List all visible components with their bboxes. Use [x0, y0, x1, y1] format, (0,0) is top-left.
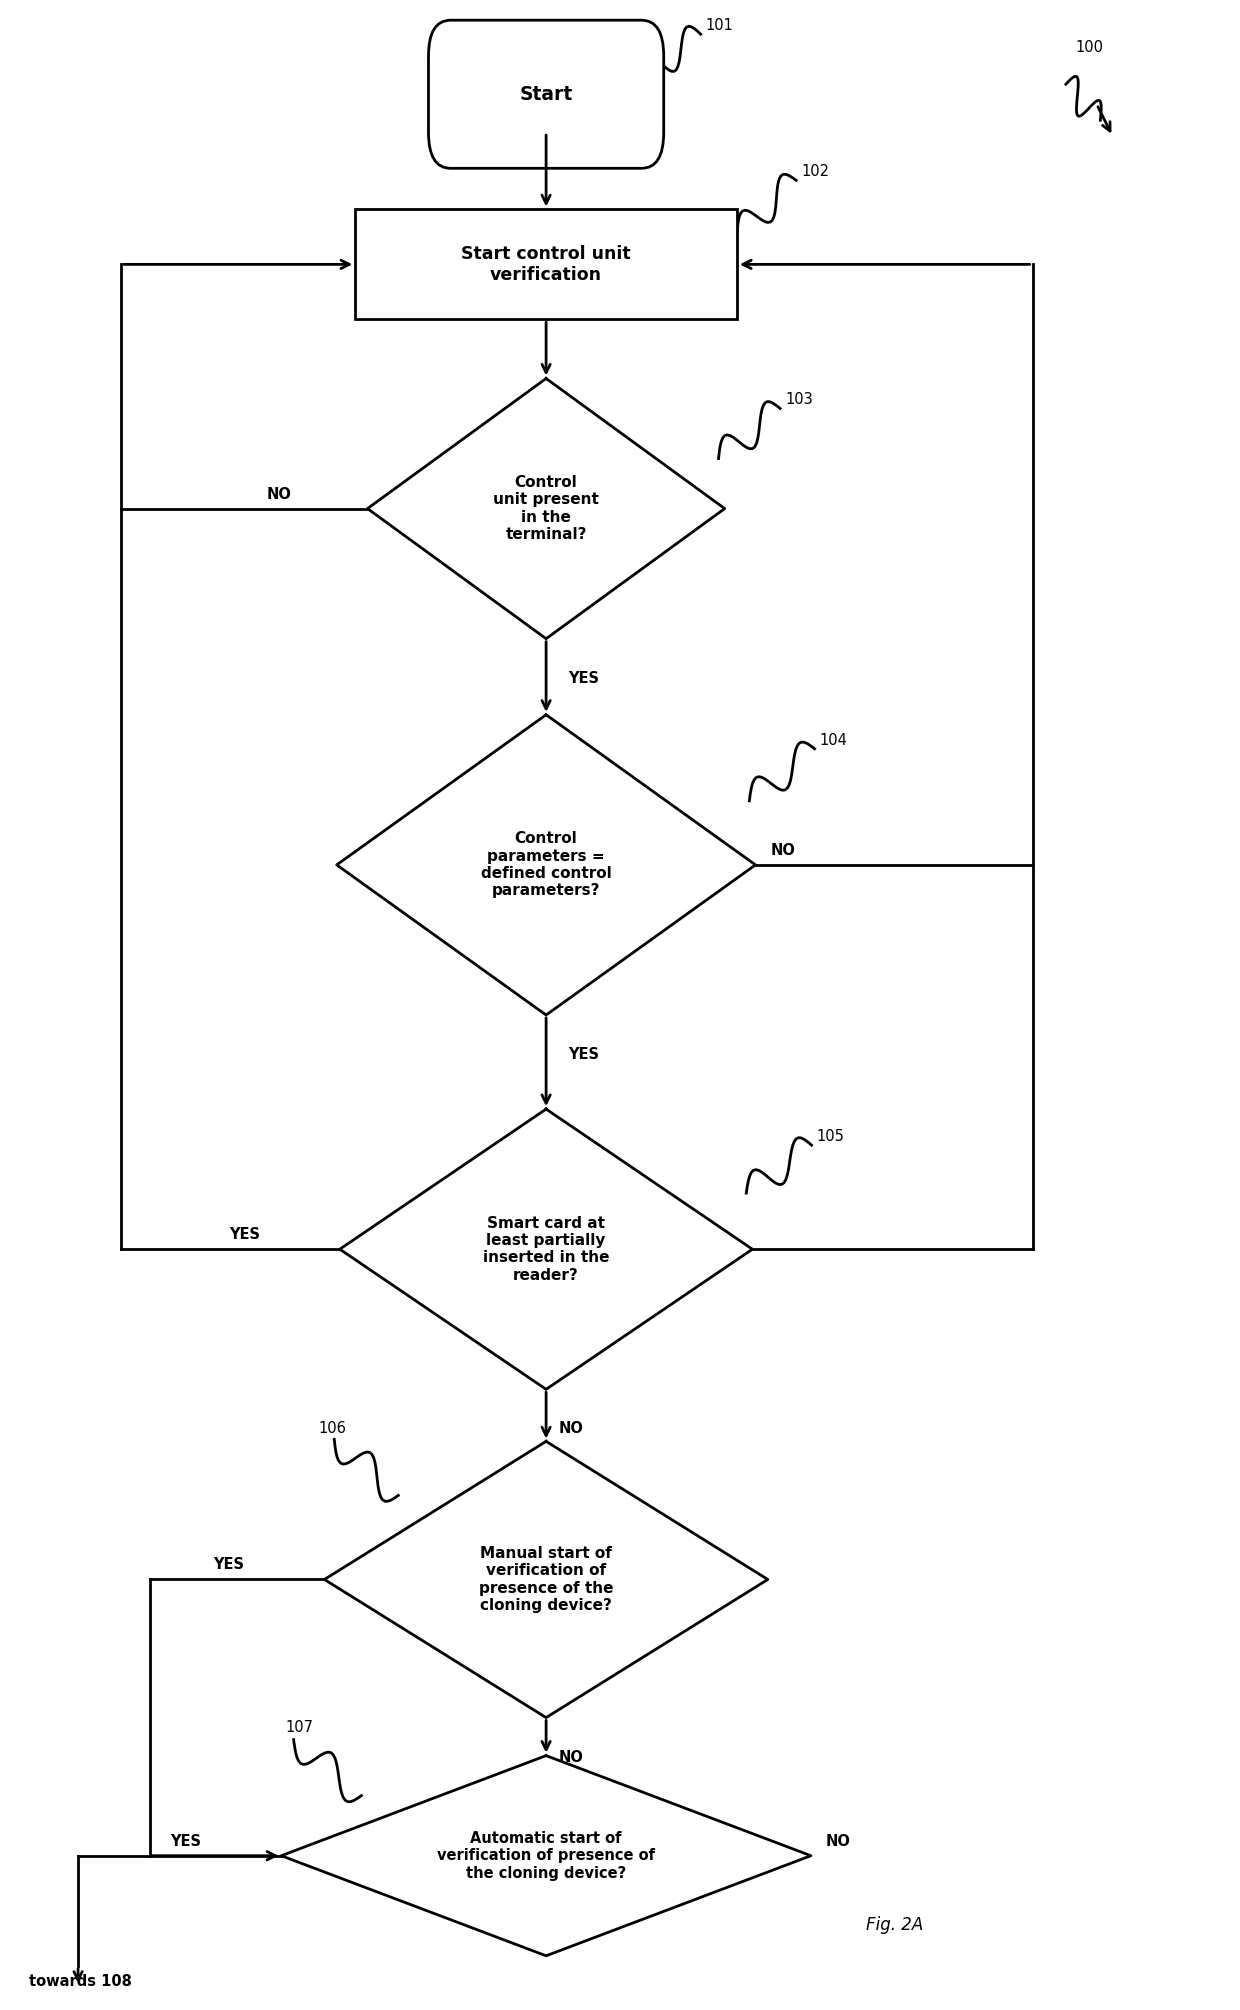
- Text: NO: NO: [558, 1749, 583, 1765]
- Text: 104: 104: [820, 734, 847, 748]
- Text: YES: YES: [213, 1558, 244, 1572]
- Text: Start: Start: [520, 84, 573, 105]
- Text: Automatic start of
verification of presence of
the cloning device?: Automatic start of verification of prese…: [436, 1831, 655, 1881]
- Text: YES: YES: [229, 1228, 260, 1242]
- Text: 103: 103: [785, 392, 812, 408]
- Text: Smart card at
least partially
inserted in the
reader?: Smart card at least partially inserted i…: [482, 1216, 609, 1282]
- Text: towards 108: towards 108: [29, 1974, 131, 1988]
- Text: 100: 100: [1076, 40, 1104, 54]
- Text: YES: YES: [568, 1047, 599, 1061]
- Text: NO: NO: [770, 842, 795, 858]
- Text: 105: 105: [816, 1130, 844, 1144]
- Bar: [355, 209, 737, 320]
- Text: Manual start of
verification of
presence of the
cloning device?: Manual start of verification of presence…: [479, 1546, 614, 1614]
- Text: Fig. 2A: Fig. 2A: [867, 1916, 924, 1934]
- Text: Start control unit
verification: Start control unit verification: [461, 245, 631, 283]
- FancyBboxPatch shape: [429, 20, 663, 169]
- Text: 102: 102: [801, 165, 830, 179]
- Text: Control
parameters =
defined control
parameters?: Control parameters = defined control par…: [481, 832, 611, 898]
- Text: YES: YES: [170, 1833, 201, 1849]
- Text: 106: 106: [319, 1421, 346, 1437]
- Text: 101: 101: [706, 18, 734, 34]
- Text: NO: NO: [826, 1833, 851, 1849]
- Text: YES: YES: [568, 671, 599, 685]
- Text: NO: NO: [267, 486, 291, 502]
- Text: 107: 107: [285, 1721, 312, 1735]
- Text: NO: NO: [558, 1421, 583, 1437]
- Text: Control
unit present
in the
terminal?: Control unit present in the terminal?: [494, 474, 599, 543]
